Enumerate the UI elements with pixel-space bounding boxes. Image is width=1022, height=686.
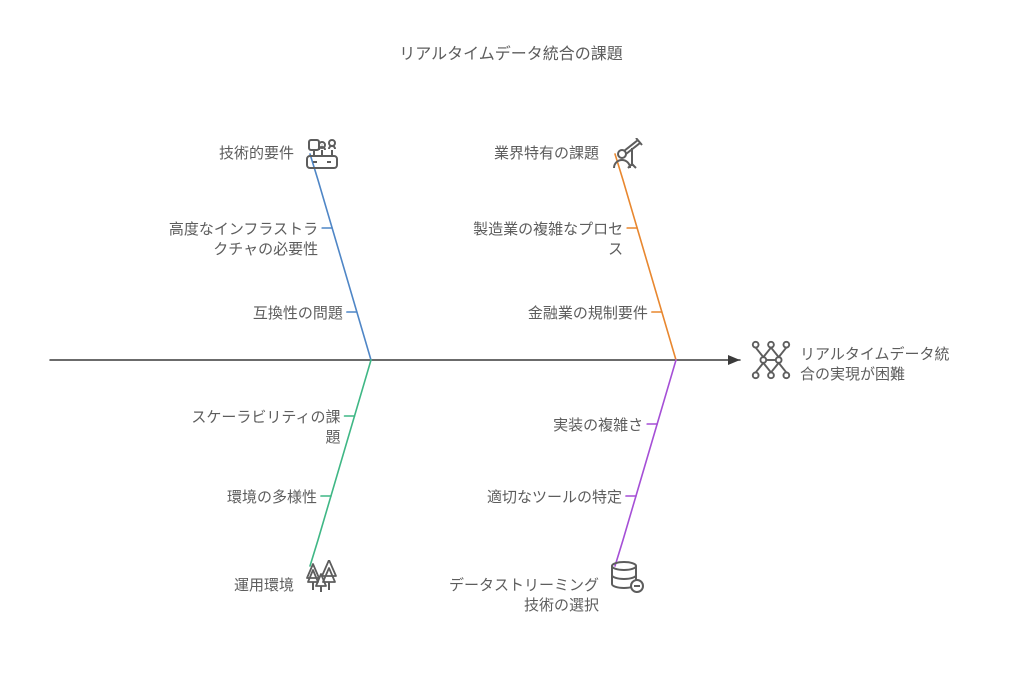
cause-label: 互換性の問題 [163,304,343,324]
category-label: 業界特有の課題 [419,144,599,164]
category-label: 運用環境 [114,576,294,596]
cause-label: 実装の複雑さ [463,416,643,436]
cause-label: 適切なツールの特定 [442,488,622,508]
devices-icon [305,138,339,172]
cause-label: 金融業の規制要件 [468,304,648,324]
diagram-title: リアルタイムデータ統合の課題 [0,40,1022,64]
cause-label: 環境の多様性 [137,488,317,508]
cause-label: 高度なインフラストラ クチャの必要性 [138,220,318,261]
head-label: リアルタイムデータ統 合の実現が困難 [800,345,1000,386]
category-label: 技術的要件 [114,144,294,164]
cause-label: スケーラビリティの課 題 [161,408,341,449]
category-label: データストリーミング 技術の選択 [419,576,599,617]
db-minus-icon [610,560,644,594]
network-icon [748,337,794,383]
trees-icon [305,560,339,594]
cause-label: 製造業の複雑なプロセ ス [443,220,623,261]
astronomer-icon [610,138,644,172]
